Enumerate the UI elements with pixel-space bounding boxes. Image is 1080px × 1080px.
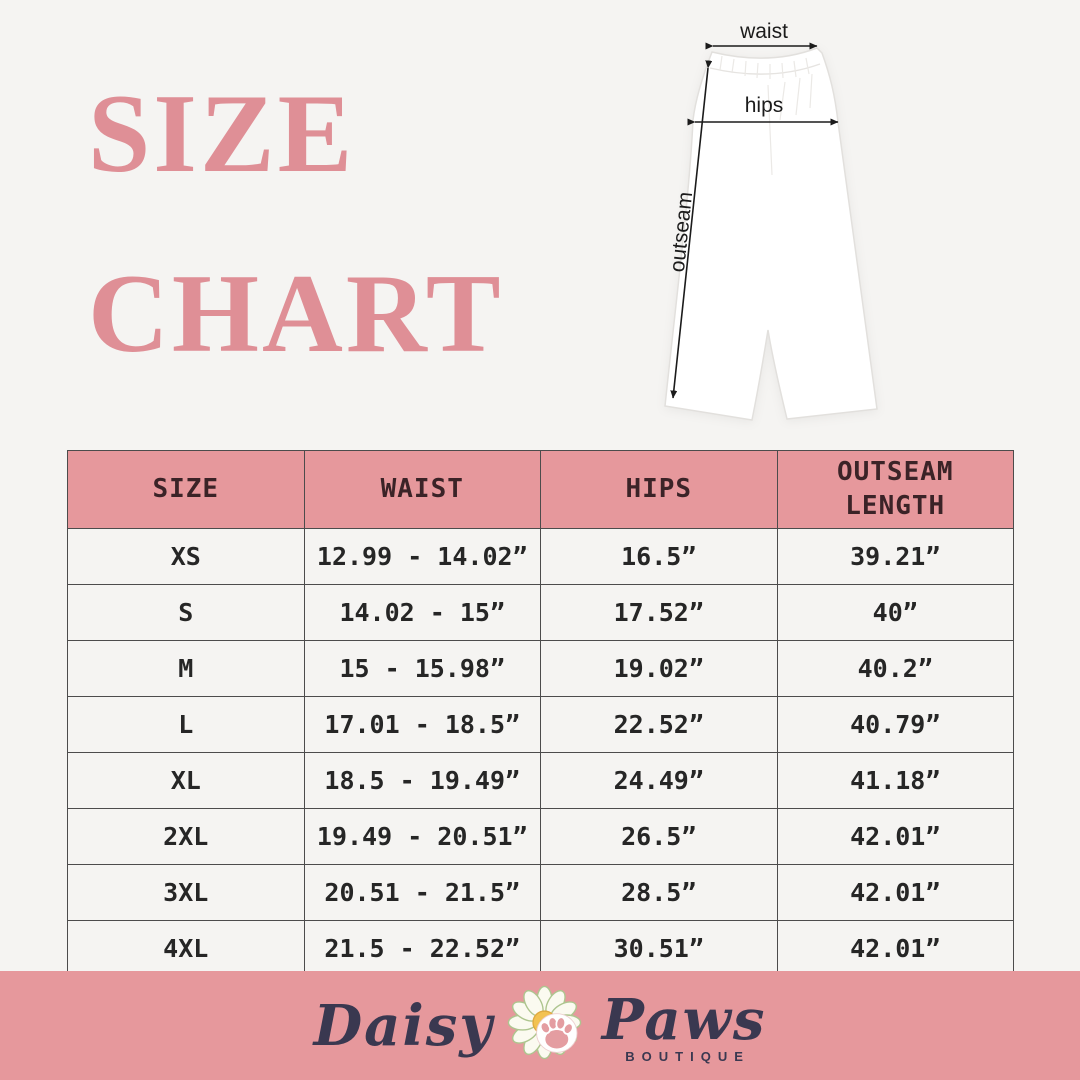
hips-cell: 24.49” [540,752,778,809]
table-row: 3XL 20.51 - 21.5” 28.5” 42.01” [67,864,1014,921]
daisy-paw-logo-icon [507,985,582,1059]
page-title-line1: SIZE [88,72,356,196]
brand-logo: Daisy [314,982,767,1070]
outseam-cell: 40.2” [776,640,1014,697]
hips-cell: 22.52” [540,696,778,753]
pants-diagram: waist hips outseam [664,20,878,421]
brand-word-paws: Paws [601,987,767,1053]
outseam-cell: 40” [776,584,1014,641]
waist-cell: 19.49 - 20.51” [303,808,541,865]
hips-cell: 16.5” [540,528,778,585]
col-header-hips: HIPS [540,450,778,529]
outseam-cell: 42.01” [776,864,1014,921]
hips-cell: 17.52” [540,584,778,641]
table-row: S 14.02 - 15” 17.52” 40” [67,584,1014,641]
table-row: XS 12.99 - 14.02” 16.5” 39.21” [67,528,1014,585]
outseam-cell: 42.01” [776,808,1014,865]
waistband-gathers [719,55,813,176]
waist-cell: 15 - 15.98” [303,640,541,697]
footer-brand-band: Daisy [0,971,1080,1080]
outseam-cell: 41.18” [776,752,1014,809]
page-title-line2: CHART [88,252,504,376]
table-row: XL 18.5 - 19.49” 24.49” 41.18” [67,752,1014,809]
waist-cell: 17.01 - 18.5” [303,696,541,753]
size-cell: XL [67,752,305,809]
waist-cell: 18.5 - 19.49” [303,752,541,809]
brand-word-daisy: Daisy [313,992,494,1059]
hips-cell: 26.5” [540,808,778,865]
brand-subtitle: BOUTIQUE [625,1049,750,1064]
size-cell: M [67,640,305,697]
hips-cell: 30.51” [540,920,778,977]
size-cell: XS [67,528,305,585]
col-header-size: SIZE [67,450,305,529]
waist-cell: 21.5 - 22.52” [303,920,541,977]
table-row: M 15 - 15.98” 19.02” 40.2” [67,640,1014,697]
size-cell: 2XL [67,808,305,865]
col-header-outseam-length: OUTSEAM LENGTH [776,450,1014,529]
waist-label: waist [739,20,788,43]
size-cell: 4XL [67,920,305,977]
size-cell: S [67,584,305,641]
outseam-cell: 40.79” [776,696,1014,753]
size-cell: 3XL [67,864,305,921]
outseam-arrow [670,60,713,399]
size-chart-table: SIZE WAIST HIPS OUTSEAM LENGTH XS 12.99 … [67,450,1014,977]
waist-cell: 12.99 - 14.02” [303,528,541,585]
col-header-waist: WAIST [303,450,541,529]
waist-cell: 20.51 - 21.5” [303,864,541,921]
table-row: 4XL 21.5 - 22.52” 30.51” 42.01” [67,920,1014,977]
outseam-cell: 42.01” [776,920,1014,977]
waist-cell: 14.02 - 15” [303,584,541,641]
table-row: L 17.01 - 18.5” 22.52” 40.79” [67,696,1014,753]
hips-label: hips [745,94,784,117]
size-cell: L [67,696,305,753]
table-header-row: SIZE WAIST HIPS OUTSEAM LENGTH [67,450,1014,529]
table-row: 2XL 19.49 - 20.51” 26.5” 42.01” [67,808,1014,865]
hips-cell: 19.02” [540,640,778,697]
outseam-cell: 39.21” [776,528,1014,585]
hips-cell: 28.5” [540,864,778,921]
